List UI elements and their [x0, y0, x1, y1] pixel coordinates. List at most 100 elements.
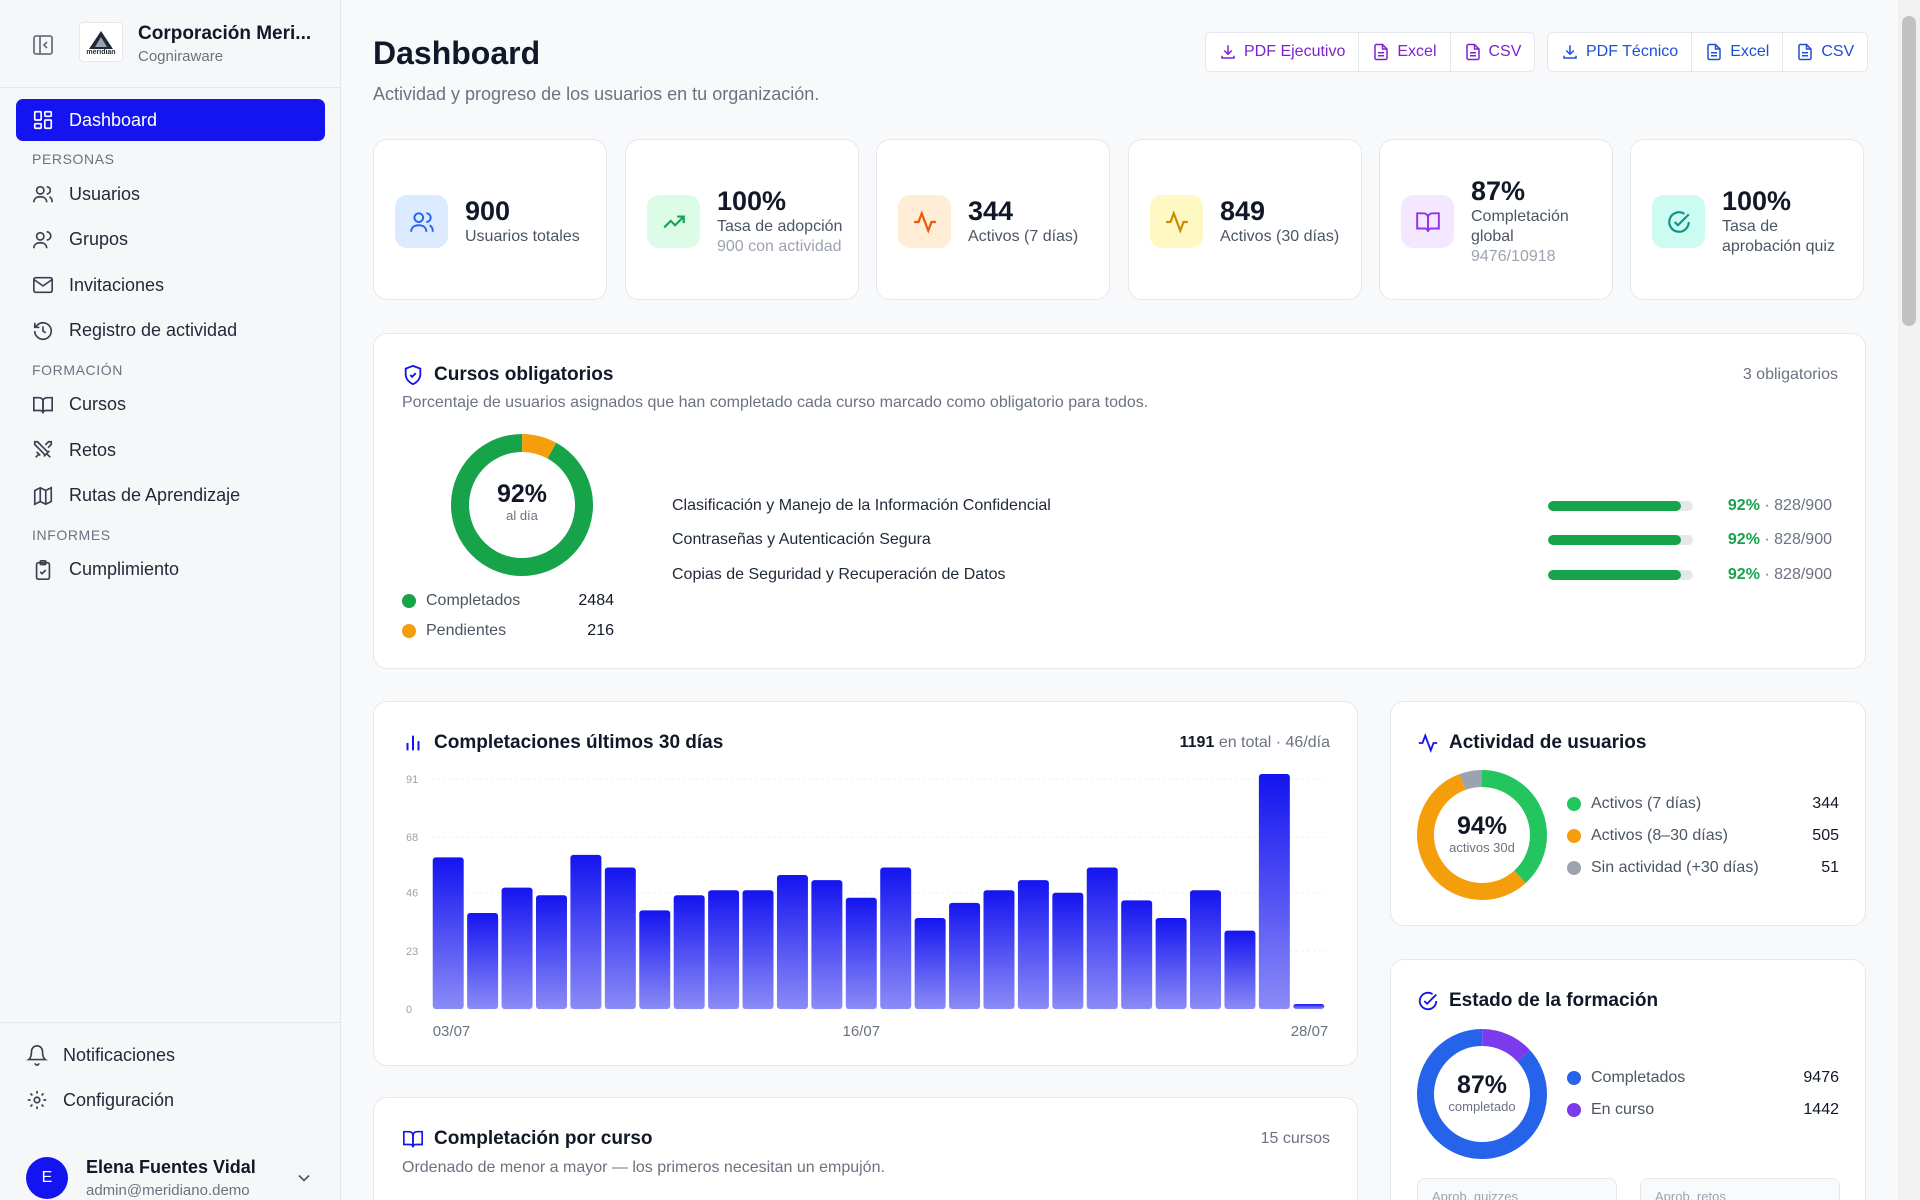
excel-executive-button[interactable]: Excel: [1359, 33, 1451, 71]
legend-label: En curso: [1591, 1101, 1655, 1118]
sidebar-item-cursos[interactable]: Cursos: [16, 384, 325, 426]
mandatory-course-row: Clasificación y Manejo de la Información…: [672, 495, 1832, 519]
bar[interactable]: [708, 890, 740, 1009]
y-tick-label: 68: [406, 832, 418, 844]
bar[interactable]: [914, 918, 946, 1009]
donut-center: 94% activos 30d: [1417, 812, 1547, 856]
bar[interactable]: [1293, 1003, 1325, 1009]
bar[interactable]: [776, 875, 808, 1009]
chip-label: Aprob. quizzes: [1432, 1189, 1518, 1200]
bar[interactable]: [949, 902, 981, 1009]
sidebar-item-retos[interactable]: Retos: [16, 429, 325, 471]
legend-inactive: Sin actividad (+30 días): [1567, 859, 1759, 877]
bar[interactable]: [673, 895, 705, 1009]
donut-sublabel: activos 30d: [1449, 840, 1515, 855]
course-percent: 92% · 828/900: [1727, 531, 1832, 548]
course-count: 828/900: [1774, 531, 1832, 548]
x-tick-label: 16/07: [843, 1023, 881, 1040]
donut-segment-1: [451, 434, 593, 576]
excel-technical-button[interactable]: Excel: [1692, 33, 1784, 71]
csv-technical-button[interactable]: CSV: [1783, 33, 1867, 71]
page-scrollbar[interactable]: [1898, 0, 1920, 1200]
bar[interactable]: [983, 890, 1015, 1009]
sidebar-item-configuracion[interactable]: Configuración: [26, 1089, 174, 1111]
stat-label: Activos (7 días): [968, 227, 1079, 245]
bar[interactable]: [639, 910, 671, 1009]
bar[interactable]: [1190, 890, 1222, 1009]
pdf-executive-button[interactable]: PDF Ejecutivo: [1206, 33, 1360, 71]
bar[interactable]: [1155, 918, 1187, 1009]
y-tick-label: 46: [406, 888, 418, 900]
course-pct-value: 92%: [1727, 497, 1760, 514]
sidebar-item-dashboard[interactable]: Dashboard: [16, 99, 325, 141]
bar[interactable]: [1086, 867, 1118, 1009]
stat-card-completion: 87% Completación global 9476/10918: [1379, 139, 1613, 300]
stat-label: Usuarios totales: [465, 227, 580, 245]
chip-label: Aprob. retos: [1655, 1189, 1726, 1200]
sidebar-item-notificaciones[interactable]: Notificaciones: [26, 1044, 175, 1066]
button-label: PDF Ejecutivo: [1244, 43, 1346, 60]
org-logo: meridian: [79, 22, 123, 62]
csv-executive-button[interactable]: CSV: [1451, 33, 1535, 71]
panel-title-text: Completación por curso: [434, 1128, 653, 1149]
bar[interactable]: [1052, 892, 1084, 1009]
sidebar-item-registro[interactable]: Registro de actividad: [16, 310, 325, 352]
bar[interactable]: [845, 897, 877, 1009]
bar[interactable]: [811, 880, 843, 1009]
donut-sublabel: al día: [506, 508, 538, 523]
bar[interactable]: [880, 867, 912, 1009]
sidebar-item-rutas[interactable]: Rutas de Aprendizaje: [16, 475, 325, 517]
org-name[interactable]: Corporación Meri...: [138, 23, 312, 44]
course-progress-fill: [1548, 501, 1682, 511]
avatar[interactable]: E: [26, 1157, 68, 1199]
book-open-icon: [402, 1128, 424, 1150]
stat-card-quiz: 100% Tasa de aprobación quiz: [1630, 139, 1864, 300]
bar[interactable]: [535, 895, 567, 1009]
sidebar-item-grupos[interactable]: Grupos: [16, 219, 325, 261]
course-name: Contraseñas y Autenticación Segura: [672, 531, 931, 548]
sidebar-item-label: Grupos: [69, 229, 129, 249]
sidebar-collapse-icon[interactable]: [28, 30, 58, 60]
completions-suffix: en total · 46/día: [1218, 734, 1330, 751]
sidebar-footer: Notificaciones Configuración E Elena Fue…: [0, 1022, 341, 1200]
bar[interactable]: [501, 887, 533, 1009]
activity-icon: [898, 195, 951, 248]
bar[interactable]: [1258, 773, 1290, 1009]
sidebar-item-invitaciones[interactable]: Invitaciones: [16, 264, 325, 306]
course-percent: 92% · 828/900: [1727, 497, 1832, 514]
file-icon: [1796, 43, 1814, 61]
x-tick-label: 28/07: [1291, 1023, 1329, 1040]
donut-segment-2: [1417, 770, 1547, 900]
stat-value: 900: [465, 195, 511, 226]
users-icon: [32, 183, 54, 205]
sidebar-item-cumplimiento[interactable]: Cumplimiento: [16, 549, 325, 591]
pdf-technical-button[interactable]: PDF Técnico: [1548, 33, 1693, 71]
page-title: Dashboard: [373, 35, 541, 71]
chevron-down-icon[interactable]: [294, 1168, 314, 1188]
bar[interactable]: [1224, 930, 1256, 1009]
bar[interactable]: [432, 857, 464, 1009]
bar[interactable]: [604, 867, 636, 1009]
book-open-icon: [32, 394, 54, 416]
bar[interactable]: [1121, 900, 1153, 1009]
file-icon: [1464, 43, 1482, 61]
bar[interactable]: [570, 854, 602, 1009]
scroll-thumb[interactable]: [1902, 16, 1916, 326]
donut-sublabel: completado: [1448, 1099, 1516, 1114]
donut-segment-1: [1417, 1029, 1547, 1159]
user-activity-panel: Actividad de usuarios 94% activos 30d Ac…: [1390, 701, 1866, 926]
panel-title: Completación por curso: [402, 1128, 653, 1150]
course-count: 15 cursos: [1260, 1130, 1330, 1147]
mandatory-course-row: Copias de Seguridad y Recuperación de Da…: [672, 564, 1832, 588]
legend-in-progress: En curso: [1567, 1101, 1654, 1119]
panel-title: Actividad de usuarios: [1417, 732, 1646, 754]
bar[interactable]: [467, 912, 499, 1009]
donut-percent: 87%: [1456, 1071, 1508, 1099]
sidebar-item-usuarios[interactable]: Usuarios: [16, 173, 325, 215]
bar[interactable]: [1017, 880, 1049, 1009]
legend-label: Sin actividad (+30 días): [1591, 859, 1759, 876]
file-icon: [1372, 43, 1390, 61]
legend-dot: [402, 594, 416, 608]
activity-icon: [1417, 732, 1439, 754]
bar[interactable]: [742, 890, 774, 1009]
